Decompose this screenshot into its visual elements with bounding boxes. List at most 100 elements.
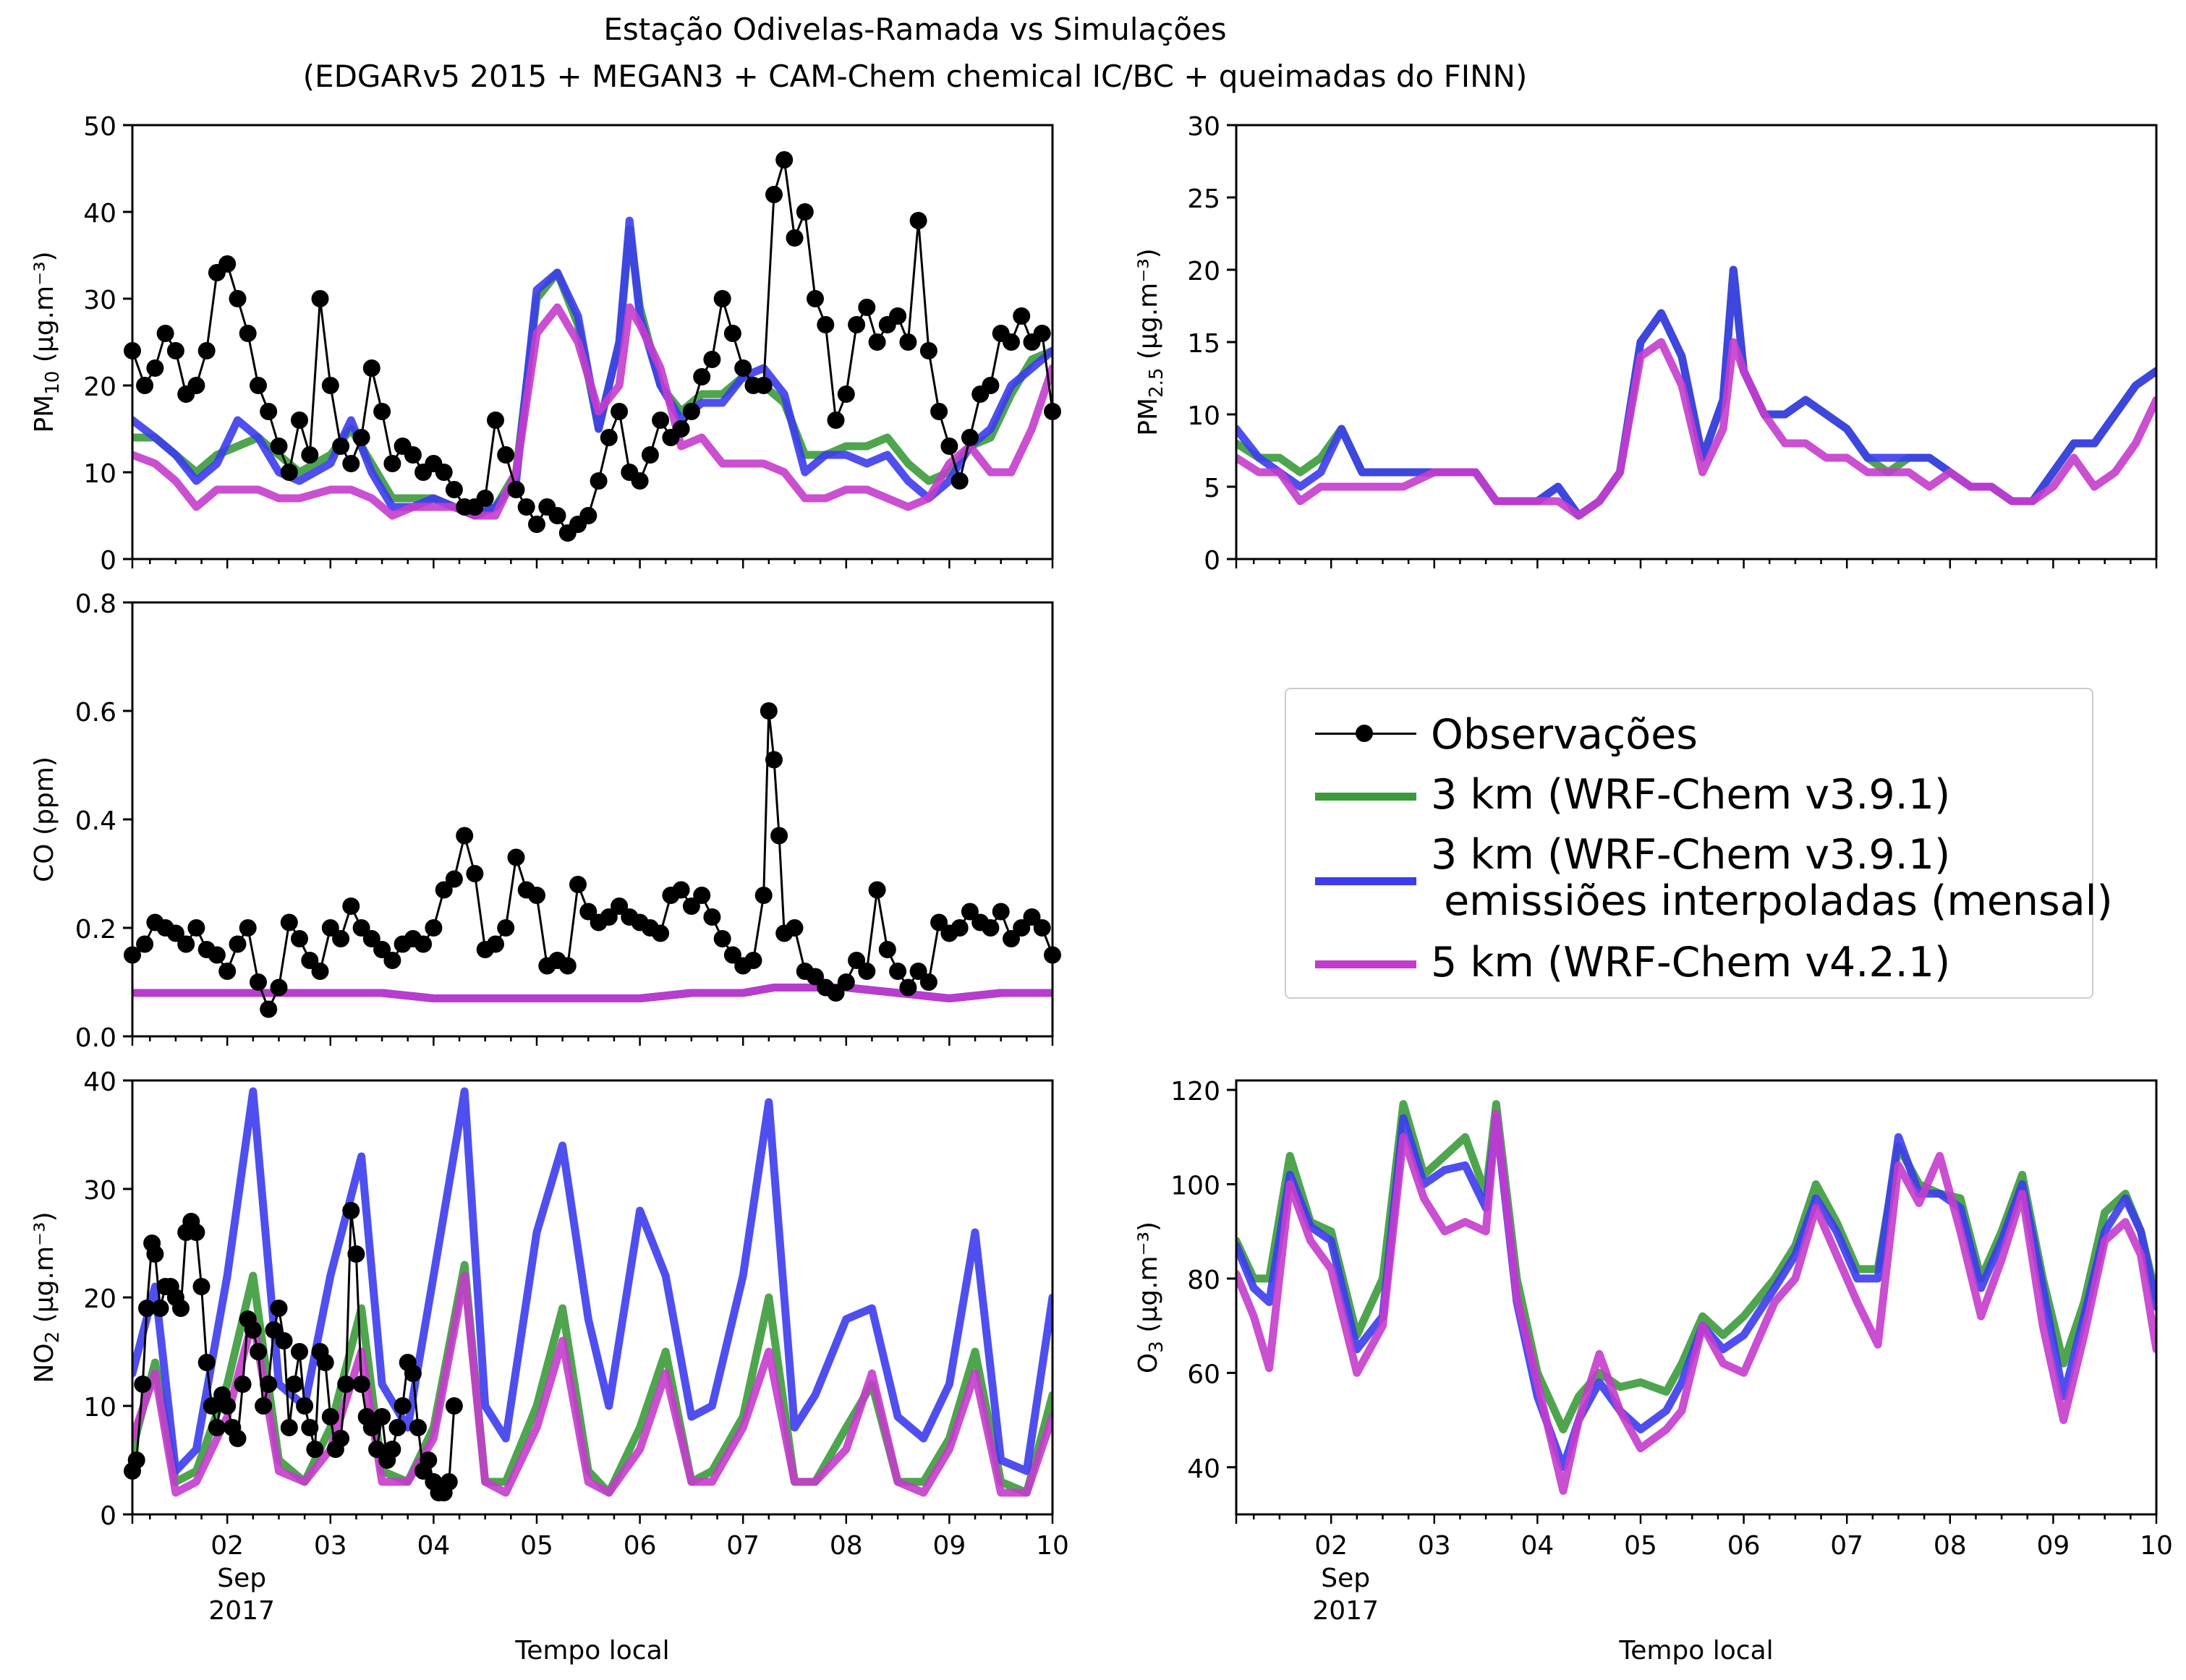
no2-obs-point [445,1397,463,1415]
pm25-ytick-label: 15 [1187,329,1220,359]
pm10-obs-point [950,472,969,490]
co-obs-point [682,897,700,915]
co-obs-point [311,963,329,980]
co-obs-point [837,973,855,991]
co-obs-point [652,924,670,942]
no2-obs-point [134,1376,152,1393]
pm10-ytick-label: 50 [83,112,116,142]
no2-obs-point [250,1343,267,1360]
no2-obs-point [151,1300,169,1317]
co-obs-point [1013,919,1031,937]
co-obs-point [507,848,525,866]
co-obs-point [754,887,773,904]
co-obs-point [270,978,288,997]
pm10-obs-point [404,446,422,464]
co-obs-point [218,963,237,980]
no2-ytick-label: 30 [83,1176,116,1206]
pm10-obs-point [332,438,350,455]
o3-xlabel: Tempo local [1618,1636,1773,1666]
co-obs-point [992,903,1010,921]
co-obs-point [765,751,783,769]
no2-xtick-label: 06 [624,1531,657,1561]
legend-label-3km-v391: 3 km (WRF-Chem v3.9.1) [1431,771,1951,819]
co-obs-point [703,908,721,926]
no2-obs-point [197,1354,216,1371]
co-ytick-label: 0.2 [75,915,116,945]
no2-series-magenta [132,1271,1052,1497]
co-obs-point [414,935,433,953]
no2-obs-point [234,1376,252,1393]
no2-obs-point [301,1419,319,1436]
pm10-obs-point [311,290,329,307]
pm25-ytick-label: 20 [1187,257,1220,286]
pm10-obs-point [383,455,401,472]
o3-xtick-label: 09 [2036,1531,2070,1561]
co-obs-point [930,913,948,931]
pm10-obs-point [796,203,814,221]
no2-month-label: Sep [217,1564,266,1593]
no2-obs-point [440,1473,458,1491]
co-obs-point [760,702,778,720]
no2-series-blue [132,1087,1052,1475]
pm10-obs-point [291,412,308,429]
co-obs-point [362,930,380,947]
co-obs-point [1003,930,1020,947]
co-obs-point [868,881,886,899]
co-obs-point [919,973,937,991]
no2-obs-point [187,1224,205,1241]
pm10-obs-point [301,446,319,464]
no2-ytick-label: 20 [83,1284,116,1314]
no2-xtick-label: 10 [1036,1531,1069,1561]
no2-obs-point [409,1419,427,1436]
pm10-obs-point [693,368,711,385]
co-obs-point [611,897,629,915]
legend-line-3km-interpolated [1315,877,1416,885]
co-obs-point [280,913,298,931]
co-obs-point [579,903,597,921]
pm10-obs-point [487,412,504,429]
no2-obs-point [244,1321,262,1339]
co-obs-point [383,952,401,969]
no2-obs-point [203,1397,221,1415]
pm10-obs-point [517,498,535,516]
no2-obs-point [296,1397,314,1415]
no2-obs-point [337,1376,355,1393]
co-series-magenta [132,984,1052,1002]
pm10-obs-point [723,325,741,342]
no2-obs-point [172,1300,190,1317]
co-obs-point [1023,908,1041,926]
no2-obs-point [285,1376,303,1393]
co-obs-point [558,957,577,975]
no2-obs-point [368,1441,386,1458]
pm10-obs-point [734,359,752,377]
co-obs-point [600,908,618,926]
co-obs-point [770,827,788,845]
pm10-obs-point [590,472,608,490]
no2-obs-point [362,1419,380,1436]
co-obs-point [569,876,587,893]
pm25-ytick-label: 25 [1187,184,1220,214]
co-obs-point [435,881,453,899]
pm10-obs-point [146,359,164,377]
pm10-obs-point [961,429,979,446]
pm25-ytick-label: 0 [1204,546,1220,576]
pm10-obs-point [817,316,835,333]
o3-xtick-label: 10 [2140,1531,2173,1561]
pm10-obs-point [858,299,876,316]
co-obs-point [807,968,824,986]
no2-obs-point [373,1408,391,1425]
no2-obs-point [192,1278,210,1295]
pm10-obs-point [342,455,360,472]
pm10-obs-point [528,516,545,533]
pm25-series-magenta [1236,338,2156,520]
pm10-ytick-label: 20 [83,372,116,402]
pm10-obs-point [940,438,958,455]
pm10-obs-point [631,472,649,490]
no2-obs-point [275,1332,293,1349]
co-obs-point [878,941,896,958]
no2-xtick-label: 07 [726,1531,760,1561]
pm25-series-green [1236,265,2156,520]
pm10-obs-point [600,429,618,446]
co-obs-point [425,919,443,937]
